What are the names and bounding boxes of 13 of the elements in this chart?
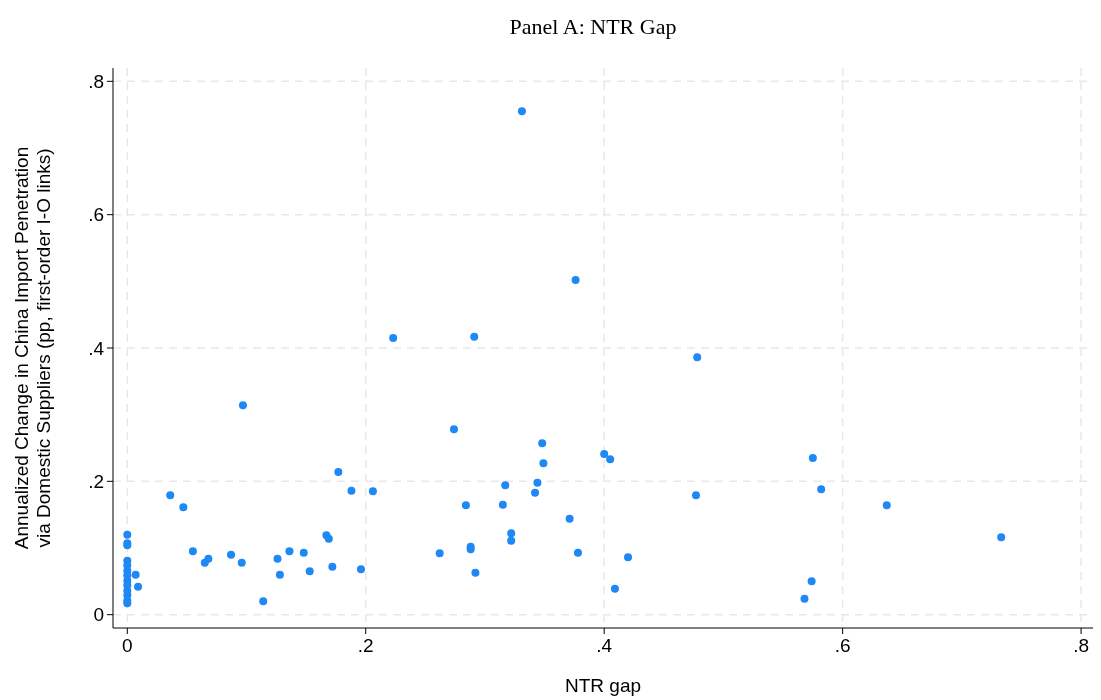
y-tick-label: 0 [93, 604, 104, 626]
x-tick-label: 0 [122, 635, 133, 656]
x-tick-label: .8 [1073, 635, 1090, 656]
y-tick-label: .6 [88, 204, 104, 226]
y-tick-label: .4 [88, 337, 105, 359]
x-tick-label: .2 [357, 635, 374, 656]
x-tick-label: .6 [834, 635, 851, 656]
chart-title: Panel A: NTR Gap [509, 14, 677, 39]
x-tick-label: .4 [596, 635, 613, 656]
y-axis-title: Annualized Change in China Import Penetration via Domestic Suppliers (pp, first-order I-O links) [11, 146, 54, 550]
y-tick-label: .8 [88, 70, 104, 92]
x-axis-title: NTR gap [564, 675, 642, 696]
y-tick-label: .2 [88, 470, 104, 492]
